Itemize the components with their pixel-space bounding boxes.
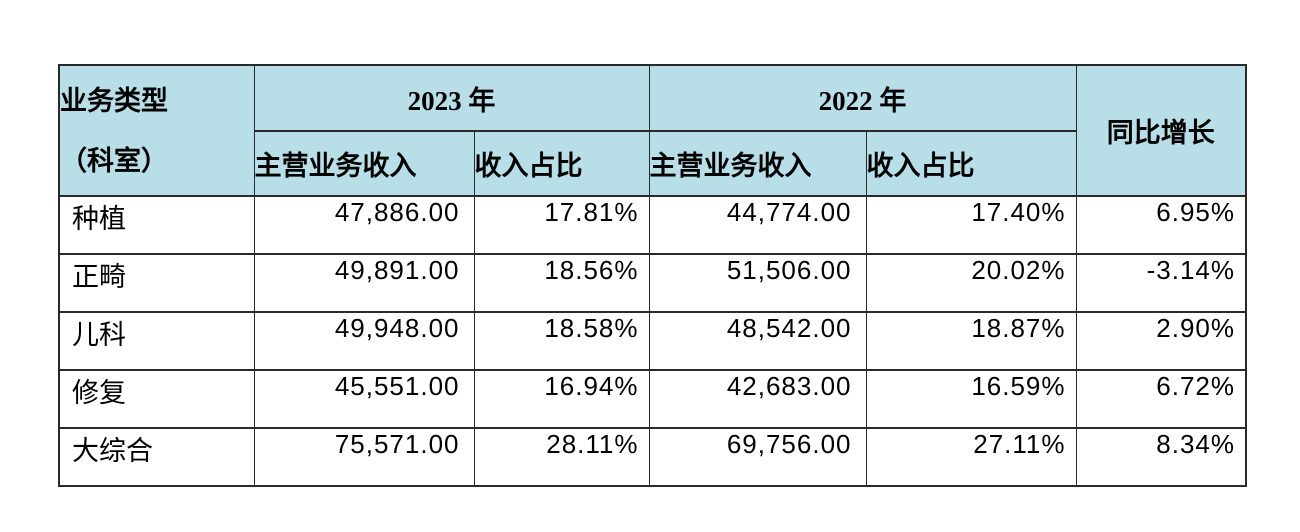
cell-revenue-2022: 48,542.00 — [648, 311, 867, 371]
table-row: 儿科 49,948.00 18.58% 48,542.00 18.87% 2.9… — [58, 311, 1247, 371]
cell-share-2022: 16.59% — [865, 369, 1077, 429]
cell-dept: 大综合 — [58, 427, 255, 487]
header-business-type: 业务类型 （科室） — [58, 64, 255, 197]
cell-share-2023: 18.56% — [473, 253, 650, 313]
table-body: 种植 47,886.00 17.81% 44,774.00 17.40% 6.9… — [58, 195, 1247, 487]
cell-dept: 种植 — [58, 195, 255, 255]
cell-yoy-growth: 6.72% — [1075, 369, 1247, 429]
cell-share-2023: 18.58% — [473, 311, 650, 371]
cell-yoy-growth: 8.34% — [1075, 427, 1247, 487]
revenue-by-department-table: 业务类型 （科室） 2023 年 2022 年 同比增长 主营业务收入 收入占比… — [58, 64, 1247, 487]
header-business-type-line2: （科室） — [60, 145, 168, 176]
table-row: 修复 45,551.00 16.94% 42,683.00 16.59% 6.7… — [58, 369, 1247, 429]
cell-share-2022: 27.11% — [865, 427, 1077, 487]
cell-yoy-growth: -3.14% — [1075, 253, 1247, 313]
header-share-2023: 收入占比 — [473, 130, 650, 197]
header-business-type-line1: 业务类型 — [60, 85, 168, 116]
header-year-2022: 2022 年 — [648, 64, 1077, 132]
header-revenue-2022: 主营业务收入 — [648, 130, 867, 197]
header-row-years: 业务类型 （科室） 2023 年 2022 年 同比增长 — [58, 64, 1247, 197]
header-revenue-2023: 主营业务收入 — [253, 130, 475, 197]
header-year-2023: 2023 年 — [253, 64, 650, 132]
table-row: 大综合 75,571.00 28.11% 69,756.00 27.11% 8.… — [58, 427, 1247, 487]
cell-share-2023: 17.81% — [473, 195, 650, 255]
cell-revenue-2023: 45,551.00 — [253, 369, 475, 429]
cell-revenue-2022: 69,756.00 — [648, 427, 867, 487]
cell-revenue-2023: 75,571.00 — [253, 427, 475, 487]
cell-share-2022: 18.87% — [865, 311, 1077, 371]
cell-yoy-growth: 2.90% — [1075, 311, 1247, 371]
cell-revenue-2022: 42,683.00 — [648, 369, 867, 429]
header-row-metrics: 主营业务收入 收入占比 主营业务收入 收入占比 — [59, 130, 1246, 197]
cell-revenue-2022: 51,506.00 — [648, 253, 867, 313]
cell-yoy-growth: 6.95% — [1075, 195, 1247, 255]
header-yoy-growth: 同比增长 — [1075, 64, 1247, 197]
cell-dept: 修复 — [58, 369, 255, 429]
cell-revenue-2022: 44,774.00 — [648, 195, 867, 255]
table-row: 正畸 49,891.00 18.56% 51,506.00 20.02% -3.… — [58, 253, 1247, 313]
cell-revenue-2023: 49,948.00 — [253, 311, 475, 371]
header-share-2022: 收入占比 — [865, 130, 1077, 197]
cell-dept: 儿科 — [58, 311, 255, 371]
cell-revenue-2023: 47,886.00 — [253, 195, 475, 255]
cell-share-2023: 28.11% — [473, 427, 650, 487]
cell-dept: 正畸 — [58, 253, 255, 313]
cell-share-2023: 16.94% — [473, 369, 650, 429]
cell-share-2022: 17.40% — [865, 195, 1077, 255]
table-row: 种植 47,886.00 17.81% 44,774.00 17.40% 6.9… — [58, 195, 1247, 255]
cell-share-2022: 20.02% — [865, 253, 1077, 313]
table-header: 业务类型 （科室） 2023 年 2022 年 同比增长 主营业务收入 收入占比… — [58, 64, 1247, 197]
cell-revenue-2023: 49,891.00 — [253, 253, 475, 313]
